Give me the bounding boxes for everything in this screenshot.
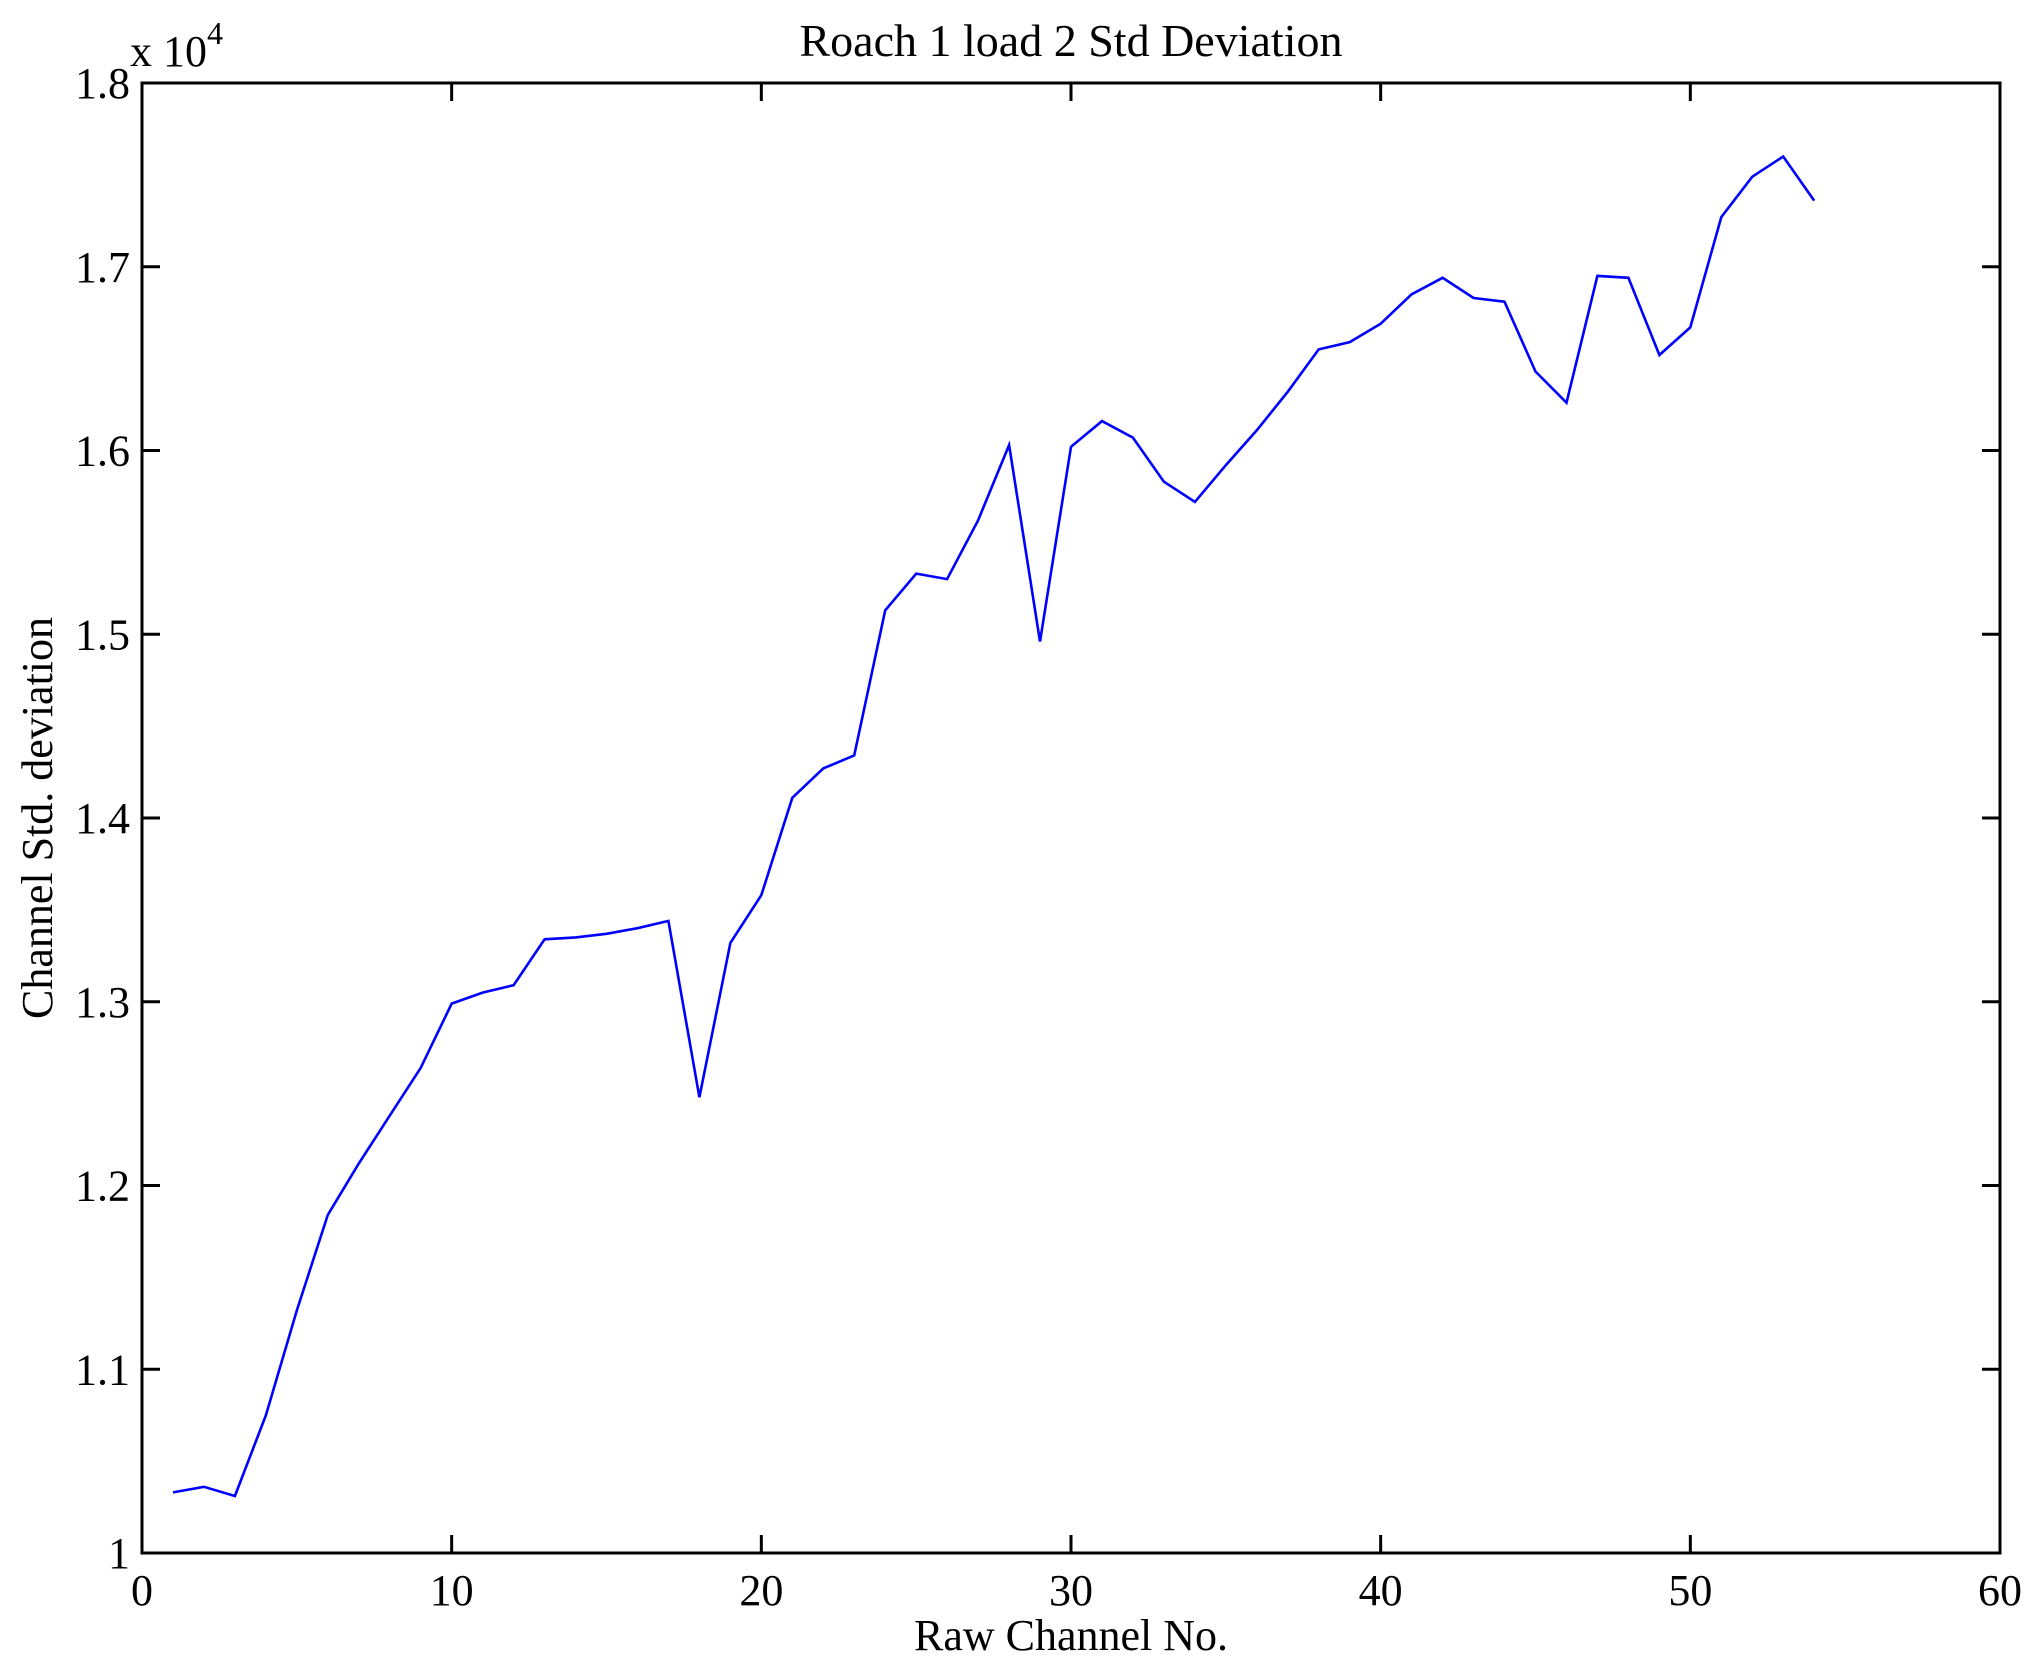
y-tick-label: 1.5 xyxy=(75,610,130,659)
series-line xyxy=(172,154,1816,1498)
y-tick-label: 1.8 xyxy=(75,59,130,108)
tick-marks xyxy=(140,81,2002,1555)
y-tick-label: 1.3 xyxy=(75,978,130,1027)
tick-labels: 0 10 20 30 40 50 60 1 1.1 1.2 1.3 1.4 1.5 1.6 1.7 1.8 xyxy=(75,59,2022,1615)
x-tick-label: 20 xyxy=(739,1566,783,1615)
x-tick-label: 50 xyxy=(1668,1566,1712,1615)
y-tick-label: 1.2 xyxy=(75,1162,130,1211)
x-axis-label: Raw Channel No. xyxy=(914,1611,1228,1660)
x-tick-label: 10 xyxy=(430,1566,474,1615)
chart-title: Roach 1 load 2 Std Deviation xyxy=(800,15,1343,66)
plot-box xyxy=(140,81,2002,1555)
x-tick-label: 0 xyxy=(131,1566,153,1615)
y-tick-label: 1.1 xyxy=(75,1345,130,1394)
y-tick-label: 1.7 xyxy=(75,243,130,292)
y-axis-exponent-base: x 10 xyxy=(130,27,207,76)
y-axis-exponent-power: 4 xyxy=(207,15,223,51)
x-tick-label: 60 xyxy=(1978,1566,2022,1615)
y-axis-exponent: x 104 xyxy=(130,15,223,76)
y-axis-label: Channel Std. deviation xyxy=(13,617,62,1019)
x-tick-label: 30 xyxy=(1049,1566,1093,1615)
y-tick-label: 1.4 xyxy=(75,794,130,843)
x-tick-label: 40 xyxy=(1359,1566,1403,1615)
y-tick-label: 1.6 xyxy=(75,427,130,476)
y-tick-label: 1 xyxy=(108,1529,130,1578)
